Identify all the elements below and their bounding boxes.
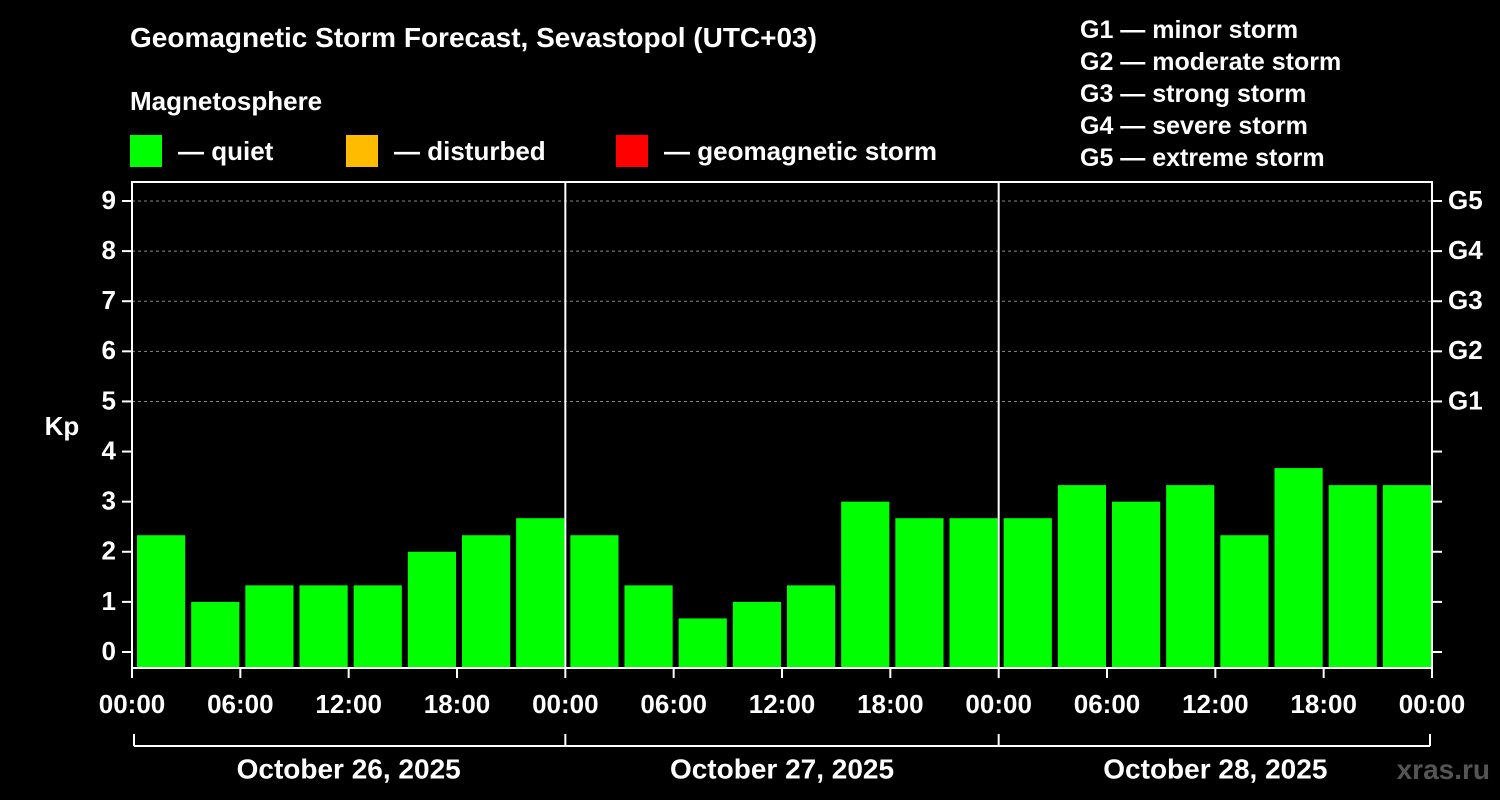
right-label-g3: G3 — [1448, 285, 1483, 315]
storm-scale-g5: G5 — extreme storm — [1080, 144, 1325, 172]
quiet-swatch — [130, 135, 162, 167]
kp-bar-6 — [462, 535, 511, 668]
kp-bar-8 — [570, 535, 619, 668]
xtick-label-0: 00:00 — [99, 689, 166, 719]
legend-label-disturbed: — disturbed — [394, 135, 546, 166]
ytick-label-1: 1 — [102, 586, 116, 616]
legend-heading: Magnetosphere — [130, 86, 323, 116]
ytick-label-2: 2 — [102, 536, 116, 566]
right-label-g4: G4 — [1448, 235, 1483, 265]
kp-bar-23 — [1382, 485, 1431, 668]
kp-bar-13 — [841, 501, 890, 668]
ytick-label-5: 5 — [102, 385, 116, 415]
right-label-g5: G5 — [1448, 185, 1483, 215]
kp-bar-14 — [895, 518, 944, 668]
ytick-label-6: 6 — [102, 335, 116, 365]
xtick-label-7: 18:00 — [857, 689, 924, 719]
right-label-g2: G2 — [1448, 335, 1483, 365]
storm-scale-g4: G4 — severe storm — [1080, 112, 1308, 140]
watermark: xras.ru — [1396, 754, 1490, 785]
kp-bar-21 — [1274, 468, 1323, 668]
ytick-label-3: 3 — [102, 486, 116, 516]
kp-bar-19 — [1166, 485, 1215, 668]
kp-bar-4 — [353, 585, 402, 668]
kp-bar-11 — [732, 601, 781, 668]
kp-bar-7 — [516, 518, 565, 668]
kp-bar-0 — [137, 535, 186, 668]
storm-scale-g3: G3 — strong storm — [1080, 80, 1307, 108]
y-axis-label: Kp — [45, 411, 80, 441]
ytick-label-9: 9 — [102, 185, 116, 215]
xtick-label-6: 12:00 — [749, 689, 816, 719]
legend-item-disturbed: — disturbed — [346, 134, 546, 168]
disturbed-swatch — [346, 135, 378, 167]
xtick-label-3: 18:00 — [424, 689, 491, 719]
legend-item-storm: — geomagnetic storm — [616, 134, 937, 168]
day-label-2: October 28, 2025 — [1103, 753, 1327, 784]
kp-bar-20 — [1220, 535, 1269, 668]
day-label-1: October 27, 2025 — [670, 753, 894, 784]
xtick-label-9: 06:00 — [1074, 689, 1141, 719]
chart-title: Geomagnetic Storm Forecast, Sevastopol (… — [130, 22, 817, 53]
ytick-label-8: 8 — [102, 235, 116, 265]
kp-bar-3 — [299, 585, 348, 668]
xtick-label-10: 12:00 — [1182, 689, 1249, 719]
xtick-label-5: 06:00 — [640, 689, 707, 719]
xtick-label-2: 12:00 — [315, 689, 382, 719]
storm-swatch — [616, 135, 648, 167]
storm-scale-g2: G2 — moderate storm — [1080, 48, 1342, 76]
kp-bar-9 — [624, 585, 673, 668]
kp-bar-18 — [1112, 501, 1161, 668]
storm-scale-list: G1 — minor storm G2 — moderate storm G3 … — [1080, 14, 1341, 174]
legend-label-quiet: — quiet — [178, 135, 274, 166]
kp-bar-10 — [678, 618, 727, 668]
kp-bar-2 — [245, 585, 294, 668]
kp-bar-5 — [407, 551, 456, 668]
ytick-label-4: 4 — [102, 435, 117, 465]
legend-item-quiet: — quiet — [130, 134, 273, 168]
right-label-g1: G1 — [1448, 385, 1483, 415]
storm-scale-g1: G1 — minor storm — [1080, 16, 1299, 44]
xtick-label-11: 18:00 — [1290, 689, 1357, 719]
xtick-label-1: 06:00 — [207, 689, 274, 719]
kp-bar-1 — [191, 601, 240, 668]
xtick-label-4: 00:00 — [532, 689, 599, 719]
legend-label-storm: — geomagnetic storm — [664, 135, 938, 166]
kp-bar-12 — [787, 585, 836, 668]
kp-bar-22 — [1328, 485, 1377, 668]
xtick-label-12: 00:00 — [1399, 689, 1466, 719]
kp-bar-17 — [1057, 485, 1106, 668]
ytick-label-7: 7 — [102, 285, 116, 315]
xtick-label-8: 00:00 — [965, 689, 1032, 719]
kp-bar-16 — [1003, 518, 1052, 668]
ytick-label-0: 0 — [102, 636, 116, 666]
day-label-0: October 26, 2025 — [237, 753, 461, 784]
kp-bar-15 — [949, 518, 998, 668]
